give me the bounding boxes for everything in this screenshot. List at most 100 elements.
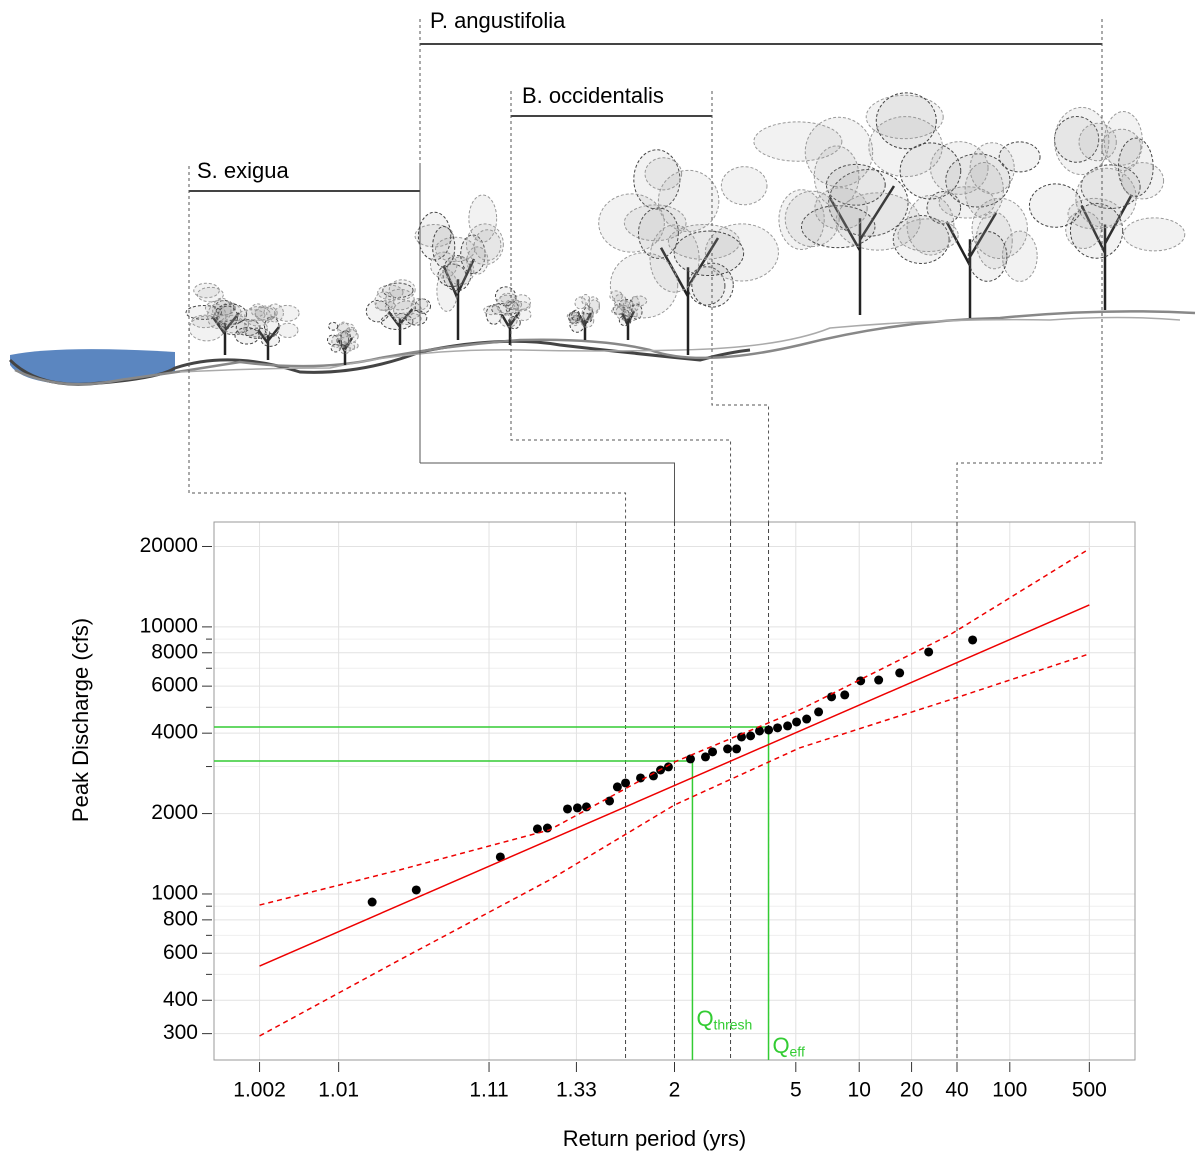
y-tick-label: 800 xyxy=(163,907,198,930)
tree-crown xyxy=(1103,111,1143,172)
tree-crown xyxy=(631,295,648,307)
fit-line xyxy=(259,548,1090,906)
tree-crown xyxy=(897,218,959,253)
data-point xyxy=(636,773,646,783)
x-tick-label: 40 xyxy=(945,1079,968,1102)
tree-crown xyxy=(237,309,266,322)
data-point xyxy=(773,723,783,733)
tree-crown xyxy=(436,269,458,312)
y-tick-label: 6000 xyxy=(151,674,198,697)
tree-crown xyxy=(405,309,428,326)
tree-crown xyxy=(1101,128,1142,166)
tree-crown xyxy=(365,299,390,323)
tree-crown xyxy=(637,207,679,259)
x-axis-title: Return period (yrs) xyxy=(563,1126,746,1151)
tree-crown xyxy=(598,193,665,253)
zone-label: B. occidentalis xyxy=(522,83,664,108)
tree-trunk xyxy=(659,237,720,355)
ground-line xyxy=(179,316,1181,373)
tree-crown xyxy=(468,194,498,243)
tree-crown xyxy=(813,145,860,207)
data-point xyxy=(814,707,824,717)
tree-crown xyxy=(835,192,921,251)
tree-crown xyxy=(377,284,404,301)
tree-crown xyxy=(753,121,843,162)
tree-crown xyxy=(429,251,458,279)
tree-crown xyxy=(644,157,683,191)
data-point xyxy=(755,726,765,736)
tree-crown xyxy=(667,223,741,260)
x-tick-label: 500 xyxy=(1072,1079,1107,1102)
tree-crown xyxy=(504,299,523,311)
data-point xyxy=(736,732,746,742)
tree-crown xyxy=(243,319,268,338)
data-point xyxy=(895,668,905,678)
tree-crown xyxy=(483,305,501,316)
tree-crown xyxy=(185,305,223,320)
x-tick-label: 1.11 xyxy=(469,1079,508,1102)
tree-crown xyxy=(191,314,218,329)
tree-crown xyxy=(204,300,236,317)
tree-crown xyxy=(254,305,278,321)
data-point xyxy=(563,804,573,814)
tree-crown xyxy=(618,315,632,327)
threshold-label: Q xyxy=(696,1006,713,1031)
tree-crown xyxy=(235,319,261,337)
tree-crown xyxy=(673,230,745,277)
tree-crown xyxy=(778,189,825,250)
tree-crown xyxy=(214,303,248,325)
data-point xyxy=(968,635,978,645)
tree xyxy=(185,282,250,355)
tree-crown xyxy=(196,286,224,303)
tree xyxy=(414,194,504,340)
tree-crown xyxy=(1117,137,1154,197)
zone-label: P. angustifolia xyxy=(430,8,566,33)
zone-connector xyxy=(188,166,627,522)
tree-crown xyxy=(260,333,280,347)
tree xyxy=(897,141,1041,318)
x-tick-label: 10 xyxy=(848,1079,871,1102)
data-point xyxy=(764,725,774,735)
data-point xyxy=(621,778,631,788)
tree-crown xyxy=(273,304,300,322)
x-tick-label: 1.01 xyxy=(318,1079,359,1102)
tree-crown xyxy=(217,305,239,329)
data-point xyxy=(612,782,622,792)
tree xyxy=(753,92,950,315)
tree-crown xyxy=(1123,217,1186,252)
tree-trunk xyxy=(621,310,636,340)
x-tick-label: 1.002 xyxy=(233,1079,286,1102)
y-tick-label: 10000 xyxy=(140,614,198,637)
data-point xyxy=(532,824,542,834)
zone-connector xyxy=(510,91,732,522)
tree-crown xyxy=(266,303,284,323)
tree-crown xyxy=(507,315,521,330)
tree-crown xyxy=(394,312,422,325)
data-point xyxy=(581,802,591,812)
riparian-illustration xyxy=(8,92,1196,386)
tree-crown xyxy=(374,300,396,312)
data-point xyxy=(495,852,505,862)
tree-crown xyxy=(516,308,532,322)
tree-crown xyxy=(193,282,220,299)
threshold-subscript: eff xyxy=(790,1044,805,1060)
tree xyxy=(566,293,600,340)
data-point xyxy=(856,676,866,686)
tree-crown xyxy=(938,186,996,219)
tree-trunk xyxy=(828,185,896,315)
tree-crown xyxy=(609,252,679,319)
data-point xyxy=(924,647,934,657)
y-tick-label: 4000 xyxy=(151,721,198,744)
tree-crown xyxy=(967,231,1008,282)
x-tick-label: 1.33 xyxy=(556,1079,597,1102)
tree-crown xyxy=(969,142,1015,195)
tree-crown xyxy=(875,92,937,150)
threshold-label: Q xyxy=(773,1033,790,1058)
tree xyxy=(483,286,532,345)
y-tick-label: 300 xyxy=(163,1021,198,1044)
data-point xyxy=(746,731,756,741)
tree-crown xyxy=(340,329,359,344)
tree-crown xyxy=(1121,162,1165,200)
tree-crown xyxy=(800,205,876,249)
y-tick-label: 1000 xyxy=(151,882,198,905)
